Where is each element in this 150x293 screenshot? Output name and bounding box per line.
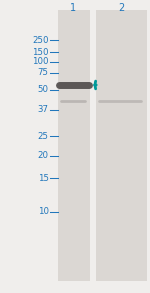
Text: 25: 25 — [38, 132, 49, 141]
FancyBboxPatch shape — [96, 10, 147, 281]
Text: 100: 100 — [32, 57, 49, 66]
Text: 1: 1 — [70, 3, 76, 13]
FancyBboxPatch shape — [58, 10, 90, 281]
Text: 50: 50 — [38, 86, 49, 94]
Text: 250: 250 — [32, 36, 49, 45]
Text: 2: 2 — [118, 3, 125, 13]
Text: 10: 10 — [38, 207, 49, 216]
Text: 150: 150 — [32, 48, 49, 57]
Text: 20: 20 — [38, 151, 49, 160]
Text: 37: 37 — [38, 105, 49, 114]
Text: 75: 75 — [38, 68, 49, 77]
Text: 15: 15 — [38, 174, 49, 183]
